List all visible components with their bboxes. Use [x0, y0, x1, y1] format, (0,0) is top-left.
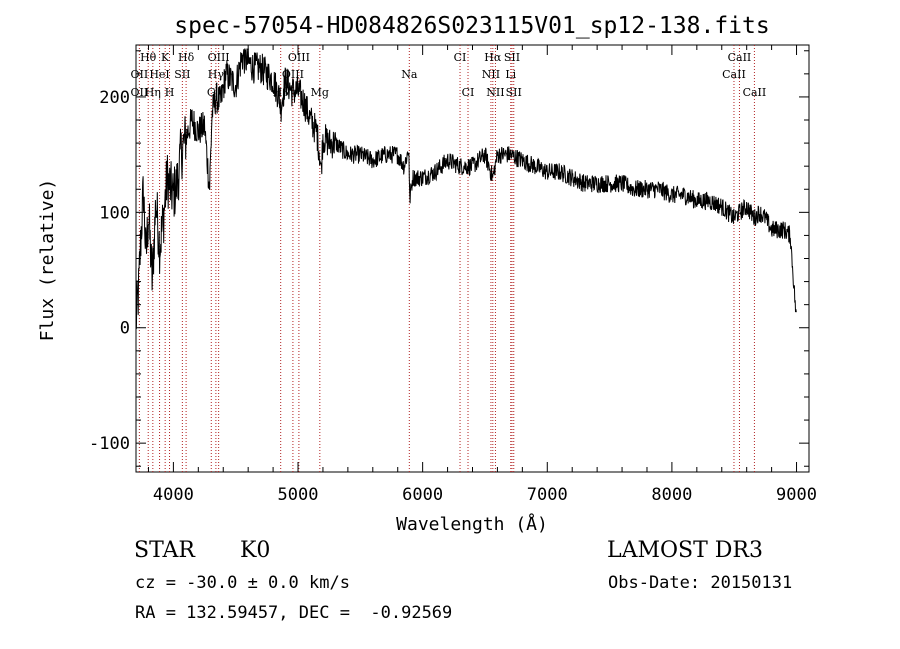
x-tick-label: 7000	[527, 485, 568, 505]
x-tick-label: 9000	[776, 485, 817, 505]
line-label: Mg	[311, 86, 329, 99]
object-subclass: K0	[240, 538, 271, 563]
coordinates-text: RA = 132.59457, DEC = -0.92569	[135, 603, 453, 623]
line-label: Na	[401, 68, 418, 81]
plot-frame	[135, 44, 810, 473]
y-axis-label: Flux (relative)	[37, 179, 58, 342]
line-label: NII	[486, 86, 504, 99]
line-label: SII	[506, 86, 522, 99]
line-label: H	[165, 86, 175, 99]
y-tick-label: 0	[120, 319, 130, 339]
line-label: CaII	[743, 86, 767, 99]
line-label: Hδ	[178, 51, 195, 64]
line-label: CaII	[728, 51, 752, 64]
spectrum-line	[135, 48, 797, 329]
x-axis-label: Wavelength (Å)	[396, 513, 548, 535]
line-label: Li	[505, 68, 516, 81]
line-label: OII	[131, 86, 149, 99]
spectral-line-markers	[138, 45, 755, 472]
redshift-text: cz = -30.0 ± 0.0 km/s	[135, 573, 350, 593]
x-tick-label: 5000	[278, 485, 319, 505]
chart-title: spec-57054-HD084826S023115V01_sp12-138.f…	[174, 13, 769, 39]
line-label: CI	[454, 51, 467, 64]
x-tick-label: 8000	[651, 485, 692, 505]
line-label: NII	[482, 68, 500, 81]
x-axis-ticks: 4000 5000 6000 7000 8000 9000	[147, 45, 817, 505]
line-label: OII	[131, 68, 149, 81]
line-label: SII	[504, 51, 520, 64]
line-label: OIII	[288, 51, 310, 64]
x-tick-label: 4000	[153, 485, 194, 505]
object-class: STAR	[134, 538, 195, 563]
line-label: Hη	[145, 86, 161, 99]
y-tick-label: -100	[89, 434, 130, 454]
line-label: CI	[462, 86, 475, 99]
line-label: Hγ	[208, 68, 225, 81]
line-label: K	[161, 51, 170, 64]
line-label: HeI	[149, 68, 169, 81]
obs-date-text: Obs-Date: 20150131	[608, 573, 793, 593]
y-axis-ticks: -100 0 100 200	[89, 50, 809, 467]
line-label: OIII	[208, 51, 230, 64]
x-tick-label: 6000	[402, 485, 443, 505]
line-label: G	[207, 86, 216, 99]
y-tick-label: 200	[99, 88, 130, 108]
line-label: Hα	[484, 51, 502, 64]
line-label: CaII	[722, 68, 746, 81]
line-label: SII	[174, 68, 190, 81]
line-label: Hθ	[140, 51, 157, 64]
y-tick-label: 100	[99, 203, 130, 223]
survey-name: LAMOST DR3	[607, 538, 763, 563]
